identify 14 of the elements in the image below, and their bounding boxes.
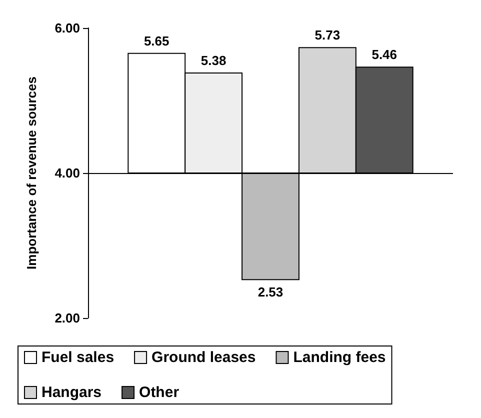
data-label: 5.38 xyxy=(200,52,226,68)
data-label: 2.53 xyxy=(258,284,284,300)
data-label: 5.46 xyxy=(372,47,398,62)
y-tick-label: 2.00 xyxy=(54,310,80,326)
y-tick-label: 4.00 xyxy=(54,166,80,180)
legend-label: Other xyxy=(139,384,180,401)
data-label: 5.73 xyxy=(314,28,340,43)
y-axis-title: Importance of revenue sources xyxy=(24,76,39,270)
y-tick-label: 6.00 xyxy=(54,20,80,36)
legend-label: Fuel sales xyxy=(42,349,114,366)
legend-label: Ground leases xyxy=(152,349,256,366)
data-label: 5.65 xyxy=(144,33,170,48)
legend-label: Landing fees xyxy=(293,349,386,366)
legend-label: Hangars xyxy=(42,384,102,401)
